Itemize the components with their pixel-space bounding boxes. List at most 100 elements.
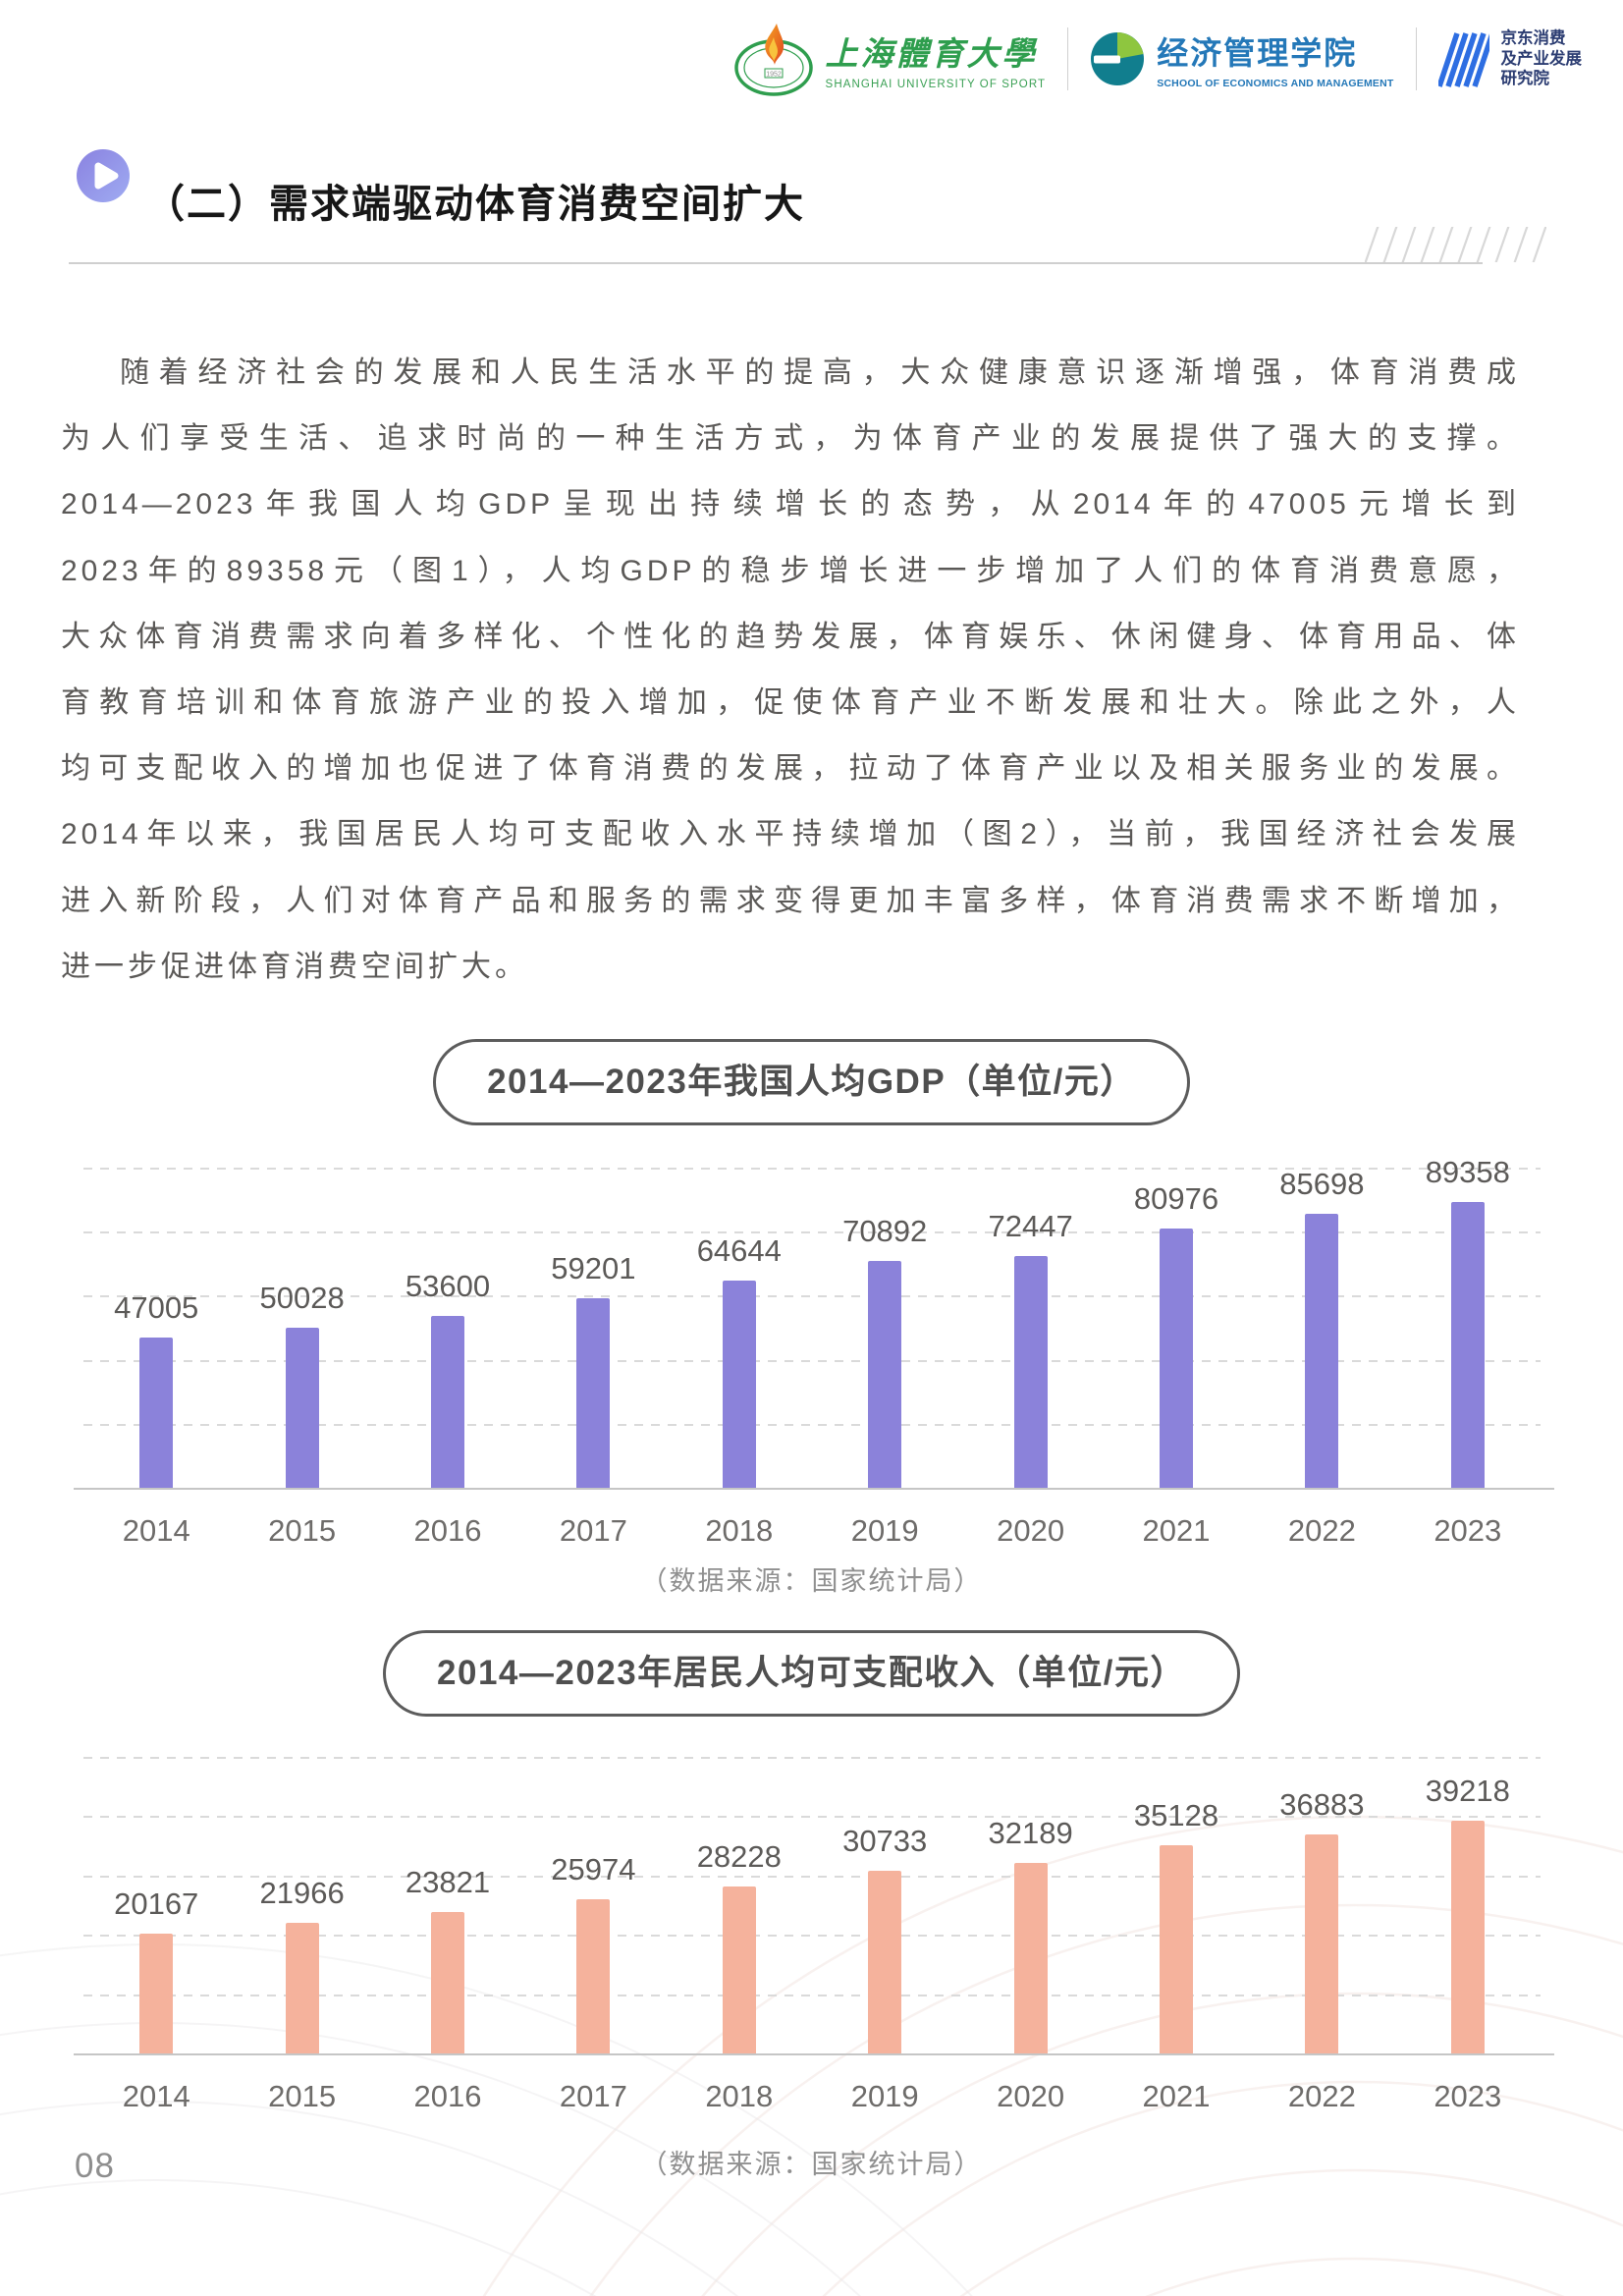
x-axis-label: 2016 xyxy=(413,2079,482,2113)
section-title: （二）需求端驱动体育消费空间扩大 xyxy=(145,182,805,226)
gridline xyxy=(83,1875,1541,1878)
x-axis-label: 2018 xyxy=(705,2079,774,2113)
bar-value-label: 53600 xyxy=(405,1269,491,1304)
gridline xyxy=(83,1757,1541,1759)
bar-value-label: 28228 xyxy=(696,1838,782,1874)
svg-text:1952: 1952 xyxy=(766,72,782,79)
bar-value-label: 50028 xyxy=(259,1280,345,1315)
header-separator xyxy=(1067,27,1069,90)
gridline xyxy=(83,1231,1541,1234)
paragraph-line: 均可支配收入的增加也促进了体育消费的发展，拉动了体育产业以及相关服务业的发展。 xyxy=(61,752,1520,786)
paragraph-line: 进一步促进体育消费空间扩大。 xyxy=(61,950,528,983)
page-number: 08 xyxy=(75,2147,115,2185)
bar xyxy=(139,1934,174,2053)
bar-value-label: 59201 xyxy=(551,1251,636,1286)
bar xyxy=(1013,1255,1048,1488)
x-axis-label: 2017 xyxy=(559,1513,627,1548)
x-axis-label: 2021 xyxy=(1142,2079,1211,2113)
bar xyxy=(722,1281,756,1488)
bar xyxy=(1305,1834,1339,2053)
bar-value-label: 70892 xyxy=(842,1213,928,1248)
bar-value-label: 25974 xyxy=(551,1852,636,1887)
x-axis-label: 2014 xyxy=(122,1513,190,1548)
bar xyxy=(1450,1201,1485,1488)
bar xyxy=(431,1316,464,1488)
university-emblem-icon: 1952 xyxy=(733,24,813,96)
bar xyxy=(1160,1229,1193,1488)
bar-value-label: 80976 xyxy=(1133,1181,1219,1217)
school-emblem-icon xyxy=(1091,32,1145,85)
x-axis-label: 2022 xyxy=(1287,2079,1356,2113)
bar xyxy=(576,1899,611,2053)
x-axis-label: 2019 xyxy=(850,1513,919,1548)
x-axis-label: 2017 xyxy=(559,2079,627,2113)
gridline xyxy=(83,1168,1541,1170)
paragraph-line: 大众体育消费需求向着多样化、个性化的趋势发展，体育娱乐、休闲健身、体育用品、体 xyxy=(61,620,1520,653)
x-axis-label: 2022 xyxy=(1287,1513,1356,1548)
x-axis-label: 2020 xyxy=(997,2079,1065,2113)
bar-value-label: 23821 xyxy=(405,1865,491,1900)
header-separator xyxy=(1415,27,1417,90)
play-icon xyxy=(77,149,130,202)
x-axis-label: 2018 xyxy=(705,1513,774,1548)
bar xyxy=(1450,1821,1485,2053)
bar xyxy=(285,1923,319,2053)
bar-value-label: 30733 xyxy=(842,1824,928,1859)
income-chart-source: （数据来源：国家统计局） xyxy=(640,2150,983,2179)
school-logo: 经济管理学院 SCHOOL OF ECONOMICS AND MANAGEMEN… xyxy=(1090,28,1393,89)
gridline xyxy=(83,1295,1541,1298)
paragraph-line: 育教育培训和体育旅游产业的投入增加，促使体育产业不断发展和壮大。除此之外，人 xyxy=(61,685,1520,719)
x-axis-label: 2014 xyxy=(122,2079,190,2113)
gridline xyxy=(83,1359,1541,1362)
income-bar-chart: 20167 2014 21966 2015 23821 2016 25974 2017 2822… xyxy=(74,1757,1554,2113)
institute-name: 京东消费 及产业发展 研究院 xyxy=(1500,29,1583,88)
x-axis-label: 2020 xyxy=(997,1513,1065,1548)
x-axis-label: 2016 xyxy=(413,1513,482,1548)
paragraph-line: 2014年以来，我国居民人均可支配收入水平持续增加（图2），当前，我国经济社会发… xyxy=(61,818,1520,851)
bar-value-label: 39218 xyxy=(1425,1774,1510,1809)
bar xyxy=(285,1327,319,1488)
bar-value-label: 47005 xyxy=(114,1289,199,1325)
title-divider xyxy=(69,262,1483,264)
x-axis-label: 2015 xyxy=(268,1513,337,1548)
body-paragraph: 随着经济社会的发展和人民生活水平的提高，大众健康意识逐渐增强，体育消费成 为人们享… xyxy=(61,340,1520,1000)
x-axis-label: 2015 xyxy=(268,2079,337,2113)
x-axis-baseline xyxy=(74,1488,1554,1490)
page-header: 1952 上海體育大學 SHANGHAI UNIVERSITY OF SPORT… xyxy=(733,20,1582,98)
gridline xyxy=(83,1935,1541,1938)
bar-value-label: 21966 xyxy=(259,1876,345,1911)
bar-value-label: 32189 xyxy=(988,1815,1073,1850)
bar xyxy=(1013,1862,1048,2053)
bar-value-label: 36883 xyxy=(1279,1787,1365,1823)
bar-value-label: 72447 xyxy=(988,1208,1073,1243)
gridline xyxy=(83,1994,1541,1996)
bar-value-label: 35128 xyxy=(1133,1797,1219,1832)
school-name-zh: 经济管理学院 xyxy=(1157,35,1358,71)
gridline xyxy=(83,1816,1541,1819)
bar xyxy=(868,1260,902,1488)
bar xyxy=(722,1886,756,2053)
university-logo: 1952 上海體育大學 SHANGHAI UNIVERSITY OF SPORT xyxy=(733,20,1047,98)
university-name-en: SHANGHAI UNIVERSITY OF SPORT xyxy=(825,79,1047,90)
gdp-chart-source: （数据来源：国家统计局） xyxy=(640,1566,983,1596)
gdp-bar-chart: 47005 2014 50028 2015 53600 2016 59201 2017 6464… xyxy=(74,1155,1554,1548)
paragraph-line: 2014—2023年我国人均GDP呈现出持续增长的态势，从2014年的47005… xyxy=(61,488,1520,521)
university-name-zh: 上海體育大學 xyxy=(825,35,1038,72)
institute-stripes-icon xyxy=(1437,32,1489,87)
income-chart-title: 2014—2023年居民人均可支配收入（单位/元） xyxy=(383,1630,1240,1717)
paragraph-line: 随着经济社会的发展和人民生活水平的提高，大众健康意识逐渐增强，体育消费成 xyxy=(120,356,1520,389)
gridline xyxy=(83,1423,1541,1426)
bar xyxy=(576,1298,611,1488)
paragraph-line: 2023年的89358元（图1），人均GDP的稳步增长进一步增加了人们的体育消费… xyxy=(61,554,1520,587)
bar xyxy=(1160,1844,1193,2053)
x-axis-label: 2021 xyxy=(1142,1513,1211,1548)
x-axis-label: 2023 xyxy=(1434,2079,1502,2113)
bar xyxy=(139,1337,174,1488)
bar-value-label: 64644 xyxy=(696,1233,782,1269)
bar-value-label: 85698 xyxy=(1279,1166,1365,1201)
paragraph-line: 进入新阶段，人们对体育产品和服务的需求变得更加丰富多样，体育消费需求不断增加， xyxy=(61,884,1520,917)
bar-value-label: 89358 xyxy=(1425,1154,1510,1189)
bar xyxy=(431,1912,464,2053)
x-axis-label: 2019 xyxy=(850,2079,919,2113)
